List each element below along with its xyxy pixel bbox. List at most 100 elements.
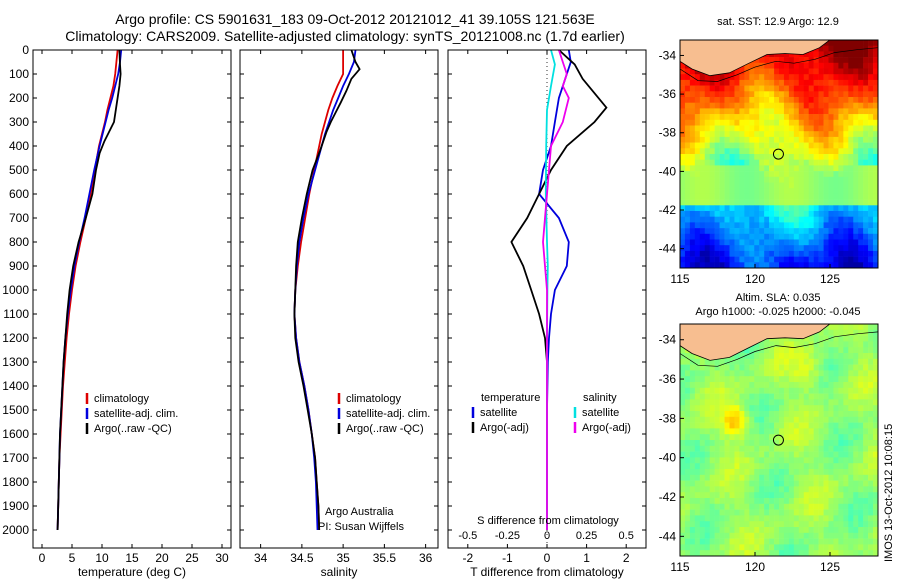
map-cell <box>759 216 765 223</box>
map-cell <box>680 358 686 365</box>
map-cell <box>774 411 780 418</box>
map-cell <box>759 353 765 360</box>
map-cell <box>848 521 854 528</box>
map-cell <box>729 176 735 183</box>
map-cell <box>704 188 710 195</box>
map-cell <box>793 486 800 493</box>
map-cell <box>694 503 701 510</box>
map-cell <box>823 527 829 534</box>
map-cell <box>684 353 691 360</box>
map-cell <box>853 114 859 121</box>
map-cell <box>823 57 829 64</box>
map-cell <box>680 262 686 268</box>
depth-tick-label: 1900 <box>2 499 29 513</box>
map-cell <box>749 451 755 458</box>
map-cell <box>783 451 790 458</box>
map-cell <box>848 550 854 556</box>
map-cell <box>684 154 691 160</box>
map-cell <box>858 114 864 121</box>
map-cell <box>729 171 735 178</box>
map-cell <box>868 411 874 418</box>
map-cell <box>813 68 819 75</box>
map-cell <box>734 550 740 556</box>
map-cell <box>744 216 750 223</box>
map-cell <box>739 492 745 499</box>
map-cell <box>719 193 725 200</box>
map-cell <box>803 148 809 155</box>
map-cell <box>853 463 859 470</box>
map-cell <box>714 114 720 121</box>
map-cell <box>749 457 755 464</box>
map-cell <box>823 239 829 246</box>
map-cell <box>848 370 854 377</box>
map-cell <box>704 509 710 516</box>
map-cell <box>788 457 795 464</box>
map-cell <box>714 393 720 400</box>
map-cell <box>729 364 735 371</box>
map-cell <box>848 245 854 252</box>
map-cell <box>699 148 706 155</box>
map-cell <box>828 550 834 556</box>
map-cell <box>714 428 720 435</box>
map-cell <box>788 486 795 493</box>
map-cell <box>833 57 839 64</box>
map-cell <box>853 102 859 109</box>
map-cell <box>863 165 869 172</box>
map-cell <box>803 457 809 464</box>
map-cell <box>853 119 859 126</box>
map-cell <box>680 239 686 246</box>
map-cell <box>764 463 770 470</box>
map-cell <box>803 469 809 476</box>
map-cell <box>843 74 849 81</box>
map-cell <box>828 228 834 235</box>
map-cell <box>853 341 859 348</box>
map-cell <box>764 399 770 406</box>
map-cell <box>739 108 745 115</box>
series-argo-raw-qc- <box>293 50 361 531</box>
map-cell <box>828 239 834 246</box>
map-cell <box>833 405 839 412</box>
map-cell <box>813 239 819 246</box>
map-cell <box>774 91 780 98</box>
map-cell <box>848 376 854 383</box>
map-cell <box>764 341 770 348</box>
map-cell <box>793 405 800 412</box>
map-cell <box>803 228 809 235</box>
map-cell <box>774 125 780 132</box>
map-cell <box>739 148 745 155</box>
map-cell <box>680 486 686 493</box>
map-cell <box>798 256 805 263</box>
map-cell <box>734 515 740 522</box>
map-cell <box>858 480 864 487</box>
map-cell <box>709 245 715 252</box>
map-cell <box>764 469 770 476</box>
sla-map-float-marker <box>772 434 784 446</box>
map-cell <box>709 131 715 138</box>
map-cell <box>694 114 701 121</box>
map-cell <box>853 222 859 229</box>
map-cell <box>724 480 730 487</box>
map-cell <box>788 108 795 115</box>
map-cell <box>838 45 844 52</box>
map-cell <box>803 188 809 195</box>
map-cell <box>803 205 809 212</box>
map-cell <box>868 205 874 212</box>
map-cell <box>873 216 878 223</box>
map-cell <box>769 62 775 69</box>
map-cell <box>769 182 775 189</box>
map-cell <box>734 250 740 257</box>
map-cell <box>783 131 790 138</box>
map-cell <box>779 262 785 268</box>
map-cell <box>729 457 735 464</box>
map-cell <box>813 142 819 149</box>
map-cell <box>680 222 686 229</box>
map-cell <box>838 159 844 166</box>
map-cell <box>724 445 730 452</box>
map-cell <box>803 353 809 360</box>
map-cell <box>803 376 809 383</box>
map-cell <box>818 358 824 365</box>
map-cell <box>699 364 706 371</box>
depth-tick-label: 400 <box>9 139 29 153</box>
map-cell <box>734 119 740 126</box>
map-cell <box>764 445 770 452</box>
